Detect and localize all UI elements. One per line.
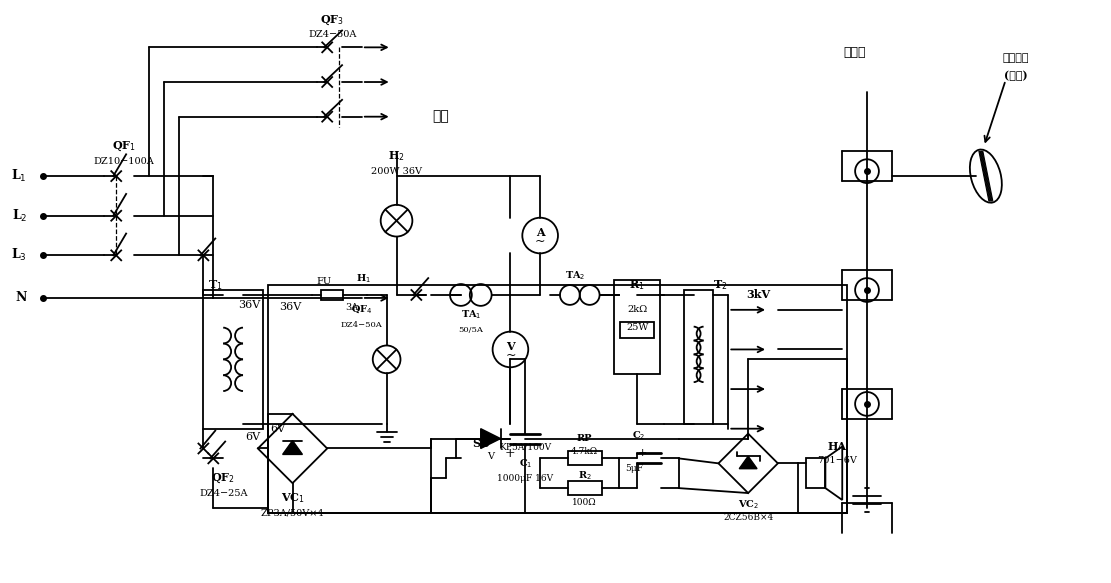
Text: C$_1$: C$_1$ <box>519 457 532 470</box>
Text: R$_2$: R$_2$ <box>578 469 591 482</box>
Text: DZ4−50A: DZ4−50A <box>341 321 382 329</box>
Bar <box>268 285 848 513</box>
Text: N: N <box>16 292 27 304</box>
Text: R$_1$: R$_1$ <box>630 278 645 292</box>
Text: L$_1$: L$_1$ <box>11 168 27 184</box>
Bar <box>568 451 601 465</box>
Text: HA: HA <box>828 441 847 452</box>
Text: 1000μF 16V: 1000μF 16V <box>498 474 553 483</box>
Text: 36V: 36V <box>239 300 261 310</box>
Bar <box>683 290 713 424</box>
Polygon shape <box>481 429 501 448</box>
Text: (气泡): (气泡) <box>1003 69 1028 80</box>
Text: QF$_4$: QF$_4$ <box>351 304 372 316</box>
Text: 4.7kΩ: 4.7kΩ <box>571 447 599 456</box>
Bar <box>805 458 825 488</box>
Text: DZ10−100A: DZ10−100A <box>93 157 154 166</box>
Text: 3A: 3A <box>346 303 359 312</box>
Text: H$_2$: H$_2$ <box>388 149 404 163</box>
Text: V: V <box>487 452 494 461</box>
Text: 绝缘子: 绝缘子 <box>844 46 867 59</box>
Text: 2kΩ: 2kΩ <box>627 305 648 314</box>
Text: SB: SB <box>472 438 490 449</box>
Text: VC$_2$: VC$_2$ <box>738 498 759 511</box>
Bar <box>321 290 343 300</box>
Text: L$_3$: L$_3$ <box>11 247 27 264</box>
Text: +: + <box>638 448 647 458</box>
Text: 3kV: 3kV <box>745 290 770 300</box>
Text: V: V <box>507 341 514 352</box>
Text: VC$_1$: VC$_1$ <box>281 491 304 505</box>
Text: A: A <box>536 227 544 238</box>
Text: H$_1$: H$_1$ <box>357 272 371 285</box>
Text: RP: RP <box>577 434 592 443</box>
Text: QF$_1$: QF$_1$ <box>112 140 137 153</box>
Text: L$_2$: L$_2$ <box>11 208 27 224</box>
Text: 200W 36V: 200W 36V <box>371 167 422 175</box>
Text: KP5A/100V: KP5A/100V <box>499 442 551 451</box>
Text: FU: FU <box>317 276 332 286</box>
Text: QF$_3$: QF$_3$ <box>320 14 344 27</box>
Polygon shape <box>739 456 757 469</box>
Text: 5μF: 5μF <box>625 464 643 473</box>
Text: 25W: 25W <box>625 323 649 332</box>
Text: QF$_2$: QF$_2$ <box>211 472 236 485</box>
Text: 50/5A: 50/5A <box>459 326 483 333</box>
Text: T$_2$: T$_2$ <box>713 278 728 292</box>
Polygon shape <box>282 441 302 454</box>
Text: 6V: 6V <box>270 424 286 434</box>
Text: TA$_1$: TA$_1$ <box>461 308 481 321</box>
Bar <box>614 280 660 374</box>
Text: C$_2$: C$_2$ <box>632 429 645 442</box>
Text: 2CZ56B×4: 2CZ56B×4 <box>723 513 773 522</box>
Text: 100Ω: 100Ω <box>572 498 597 507</box>
Text: ~: ~ <box>534 235 546 248</box>
Text: 6V: 6V <box>246 431 261 441</box>
Text: 照明: 照明 <box>432 110 450 124</box>
Text: ~: ~ <box>506 349 516 362</box>
Text: TA$_2$: TA$_2$ <box>564 269 585 282</box>
Text: 电压指示: 电压指示 <box>1002 52 1029 63</box>
Text: DZ4−25A: DZ4−25A <box>199 489 248 497</box>
Bar <box>568 481 601 495</box>
Text: 701−6V: 701−6V <box>818 456 858 465</box>
Text: ZP3A/50V×4: ZP3A/50V×4 <box>261 508 324 517</box>
Text: 36V: 36V <box>280 302 302 312</box>
Text: T$_1$: T$_1$ <box>208 278 222 292</box>
Text: +: + <box>506 447 516 460</box>
Text: DZ4−50A: DZ4−50A <box>308 30 357 39</box>
Bar <box>203 290 263 429</box>
Bar <box>620 322 654 338</box>
